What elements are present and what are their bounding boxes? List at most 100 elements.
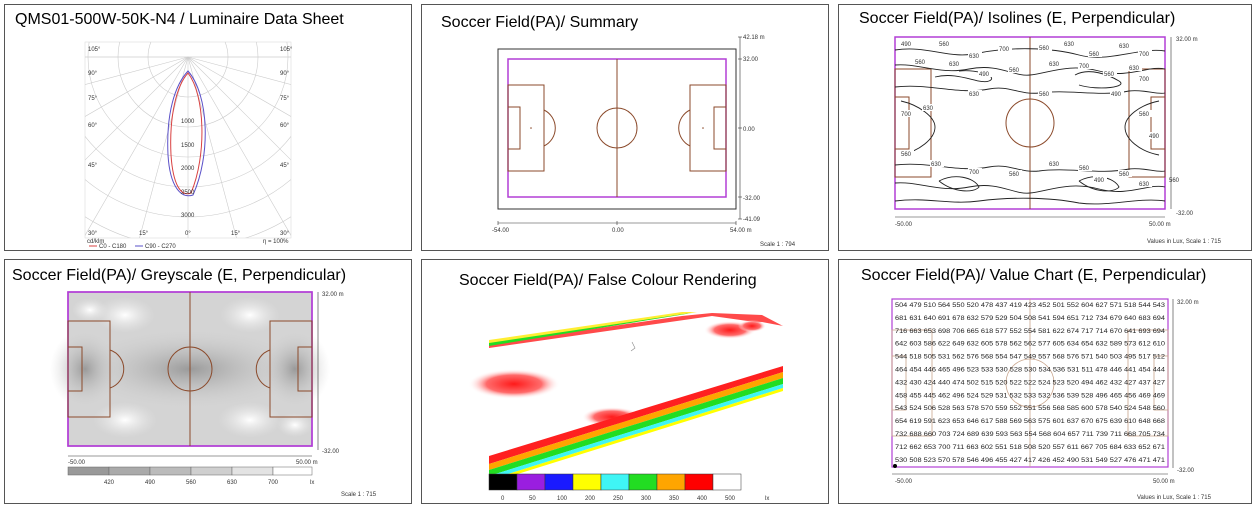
isoline-label: 700 xyxy=(1079,64,1090,70)
legend-value: 350 xyxy=(669,496,680,502)
angle-label: 0° xyxy=(185,231,191,237)
value-row: 681 631 640 691 678 632 579 529 504 508 … xyxy=(895,316,1166,322)
axis-label: 0.00 xyxy=(612,228,624,234)
angle-label: 60° xyxy=(280,123,290,129)
legend-value: 50 xyxy=(529,496,536,502)
value-row: 544 518 505 531 562 576 568 554 547 549 … xyxy=(895,355,1166,361)
radial-value: 2000 xyxy=(181,166,195,172)
field-summary-plan: 42.18 m 32.00 0.00 -32.00 -41.09 -54.00 … xyxy=(492,35,796,248)
footer-label: Values in Lux, Scale 1 : 715 xyxy=(1137,495,1212,501)
value-row: 642 603 586 622 649 632 605 578 562 562 … xyxy=(895,342,1166,348)
isoline xyxy=(1074,71,1122,89)
isoline-label: 560 xyxy=(1009,172,1020,178)
axis-label: -54.00 xyxy=(492,228,510,234)
axis-label: 50.00 m xyxy=(1149,222,1171,228)
legend-swatch xyxy=(488,473,518,491)
isoline-label: 630 xyxy=(1119,44,1130,50)
isoline-label: 560 xyxy=(1104,72,1115,78)
isoline-label: 630 xyxy=(969,54,980,60)
axis-label: -32.00 xyxy=(743,196,761,202)
legend-swatch xyxy=(628,473,658,491)
legend-value: lx xyxy=(765,496,769,502)
scale-label: Scale 1 : 794 xyxy=(760,242,796,248)
axis-label: 32.00 m xyxy=(1176,37,1198,43)
axis-label: 42.18 m xyxy=(743,35,765,41)
summary-panel: Soccer Field(PA)/ Summary 42.18 m 32.00 … xyxy=(421,4,829,251)
isoline xyxy=(1078,176,1120,192)
axis-label: 32.00 xyxy=(743,57,759,63)
legend-value: 100 xyxy=(557,496,568,502)
legend-value: 200 xyxy=(585,496,596,502)
legend-value: 490 xyxy=(145,480,156,486)
legend-value: 500 xyxy=(725,496,736,502)
isoline-label: 560 xyxy=(1089,52,1100,58)
legend-value: 300 xyxy=(641,496,652,502)
isoline-label: 560 xyxy=(915,60,926,66)
legend-swatch xyxy=(684,473,714,491)
radial-value: 3000 xyxy=(181,213,195,219)
value-row: 732 688 660 703 724 689 639 593 563 554 … xyxy=(895,432,1166,438)
legend-swatch xyxy=(712,473,742,491)
isoline xyxy=(938,176,980,192)
isoline xyxy=(934,70,992,83)
false-colour-render: 0 50 100 200 250 300 350 400 500 lx xyxy=(468,312,783,502)
greyscale-panel: Soccer Field(PA)/ Greyscale (E, Perpendi… xyxy=(4,259,412,504)
isolines-plan: 490 560 630 700 560 630 560 630 700 560 630 490 560 6… xyxy=(894,36,1222,245)
legend-swatch xyxy=(572,473,602,491)
false-colour-panel: Soccer Field(PA)/ False Colour Rendering xyxy=(421,259,829,504)
isoline-label: 560 xyxy=(1139,112,1150,118)
legend-value: 420 xyxy=(104,480,115,486)
value-chart-plan: 504 479 510 564 550 520 478 437 419 423 … xyxy=(891,298,1212,501)
isoline-label: 700 xyxy=(1139,52,1150,58)
axis-label: -50.00 xyxy=(68,460,86,466)
value-row: 712 662 653 700 711 663 602 551 518 508 … xyxy=(895,445,1166,451)
value-row: 464 454 446 465 496 523 533 530 528 530 … xyxy=(895,368,1166,374)
value-row: 504 479 510 564 550 520 478 437 419 423 … xyxy=(895,303,1166,309)
value-row: 530 508 523 570 578 546 496 455 427 417 … xyxy=(895,458,1166,464)
luminaire-panel: QMS01-500W-50K-N4 / Luminaire Data Sheet… xyxy=(4,4,412,251)
legend-value: 630 xyxy=(227,480,238,486)
greyscale-legend xyxy=(67,466,313,476)
greyscale-plan: 32.00 m -32.00 -50.00 50.00 m 420 490 56… xyxy=(50,291,377,498)
angle-label: 90° xyxy=(280,71,290,77)
value-row: 432 430 424 440 474 502 515 520 522 522 … xyxy=(895,380,1166,386)
legend-swatch xyxy=(600,473,630,491)
value-chart-panel: Soccer Field(PA)/ Value Chart (E, Perpen… xyxy=(838,259,1252,504)
legend-value: 0 xyxy=(501,496,505,502)
isoline-label: 630 xyxy=(923,106,934,112)
isoline-label: 630 xyxy=(1139,182,1150,188)
legend-value: 250 xyxy=(613,496,624,502)
isoline-label: 560 xyxy=(1039,92,1050,98)
isoline-label: 630 xyxy=(1129,66,1140,72)
isoline xyxy=(894,163,1166,172)
axis-label: 32.00 m xyxy=(1177,300,1199,306)
legend-value: 560 xyxy=(186,480,197,486)
isoline-label: 700 xyxy=(901,112,912,118)
isoline-label: 490 xyxy=(1094,178,1105,184)
axis-label: 50.00 m xyxy=(296,460,318,466)
legend-label: C90 - C270 xyxy=(145,244,176,250)
isoline-label: 630 xyxy=(1049,162,1060,168)
axis-label: -50.00 xyxy=(895,222,913,228)
isoline xyxy=(894,48,1166,58)
isoline-label: 560 xyxy=(1039,46,1050,52)
isoline-label: 560 xyxy=(901,152,912,158)
isoline-label: 560 xyxy=(1169,178,1180,184)
scale-label: Scale 1 : 715 xyxy=(341,492,377,498)
isoline-label: 630 xyxy=(1049,62,1060,68)
angle-label: 45° xyxy=(280,163,290,169)
axis-label: 0.00 xyxy=(743,127,755,133)
isoline xyxy=(1124,100,1160,156)
legend-swatch xyxy=(544,473,574,491)
legend-label: C0 - C180 xyxy=(99,244,127,250)
angle-label: 105° xyxy=(88,47,101,53)
legend-value: 700 xyxy=(268,480,279,486)
legend-swatch xyxy=(656,473,686,491)
legend-swatch xyxy=(516,473,546,491)
angle-label: 75° xyxy=(88,96,98,102)
panel-title: Soccer Field(PA)/ Greyscale (E, Perpendi… xyxy=(12,267,347,284)
axis-label: -50.00 xyxy=(895,479,913,485)
isoline-label: 490 xyxy=(901,42,912,48)
isoline-label: 560 xyxy=(1119,172,1130,178)
isoline-label: 700 xyxy=(1139,77,1150,83)
